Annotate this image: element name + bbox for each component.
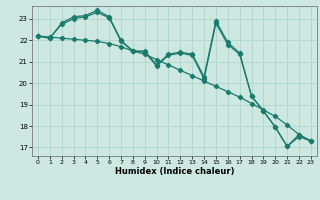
X-axis label: Humidex (Indice chaleur): Humidex (Indice chaleur) [115, 167, 234, 176]
